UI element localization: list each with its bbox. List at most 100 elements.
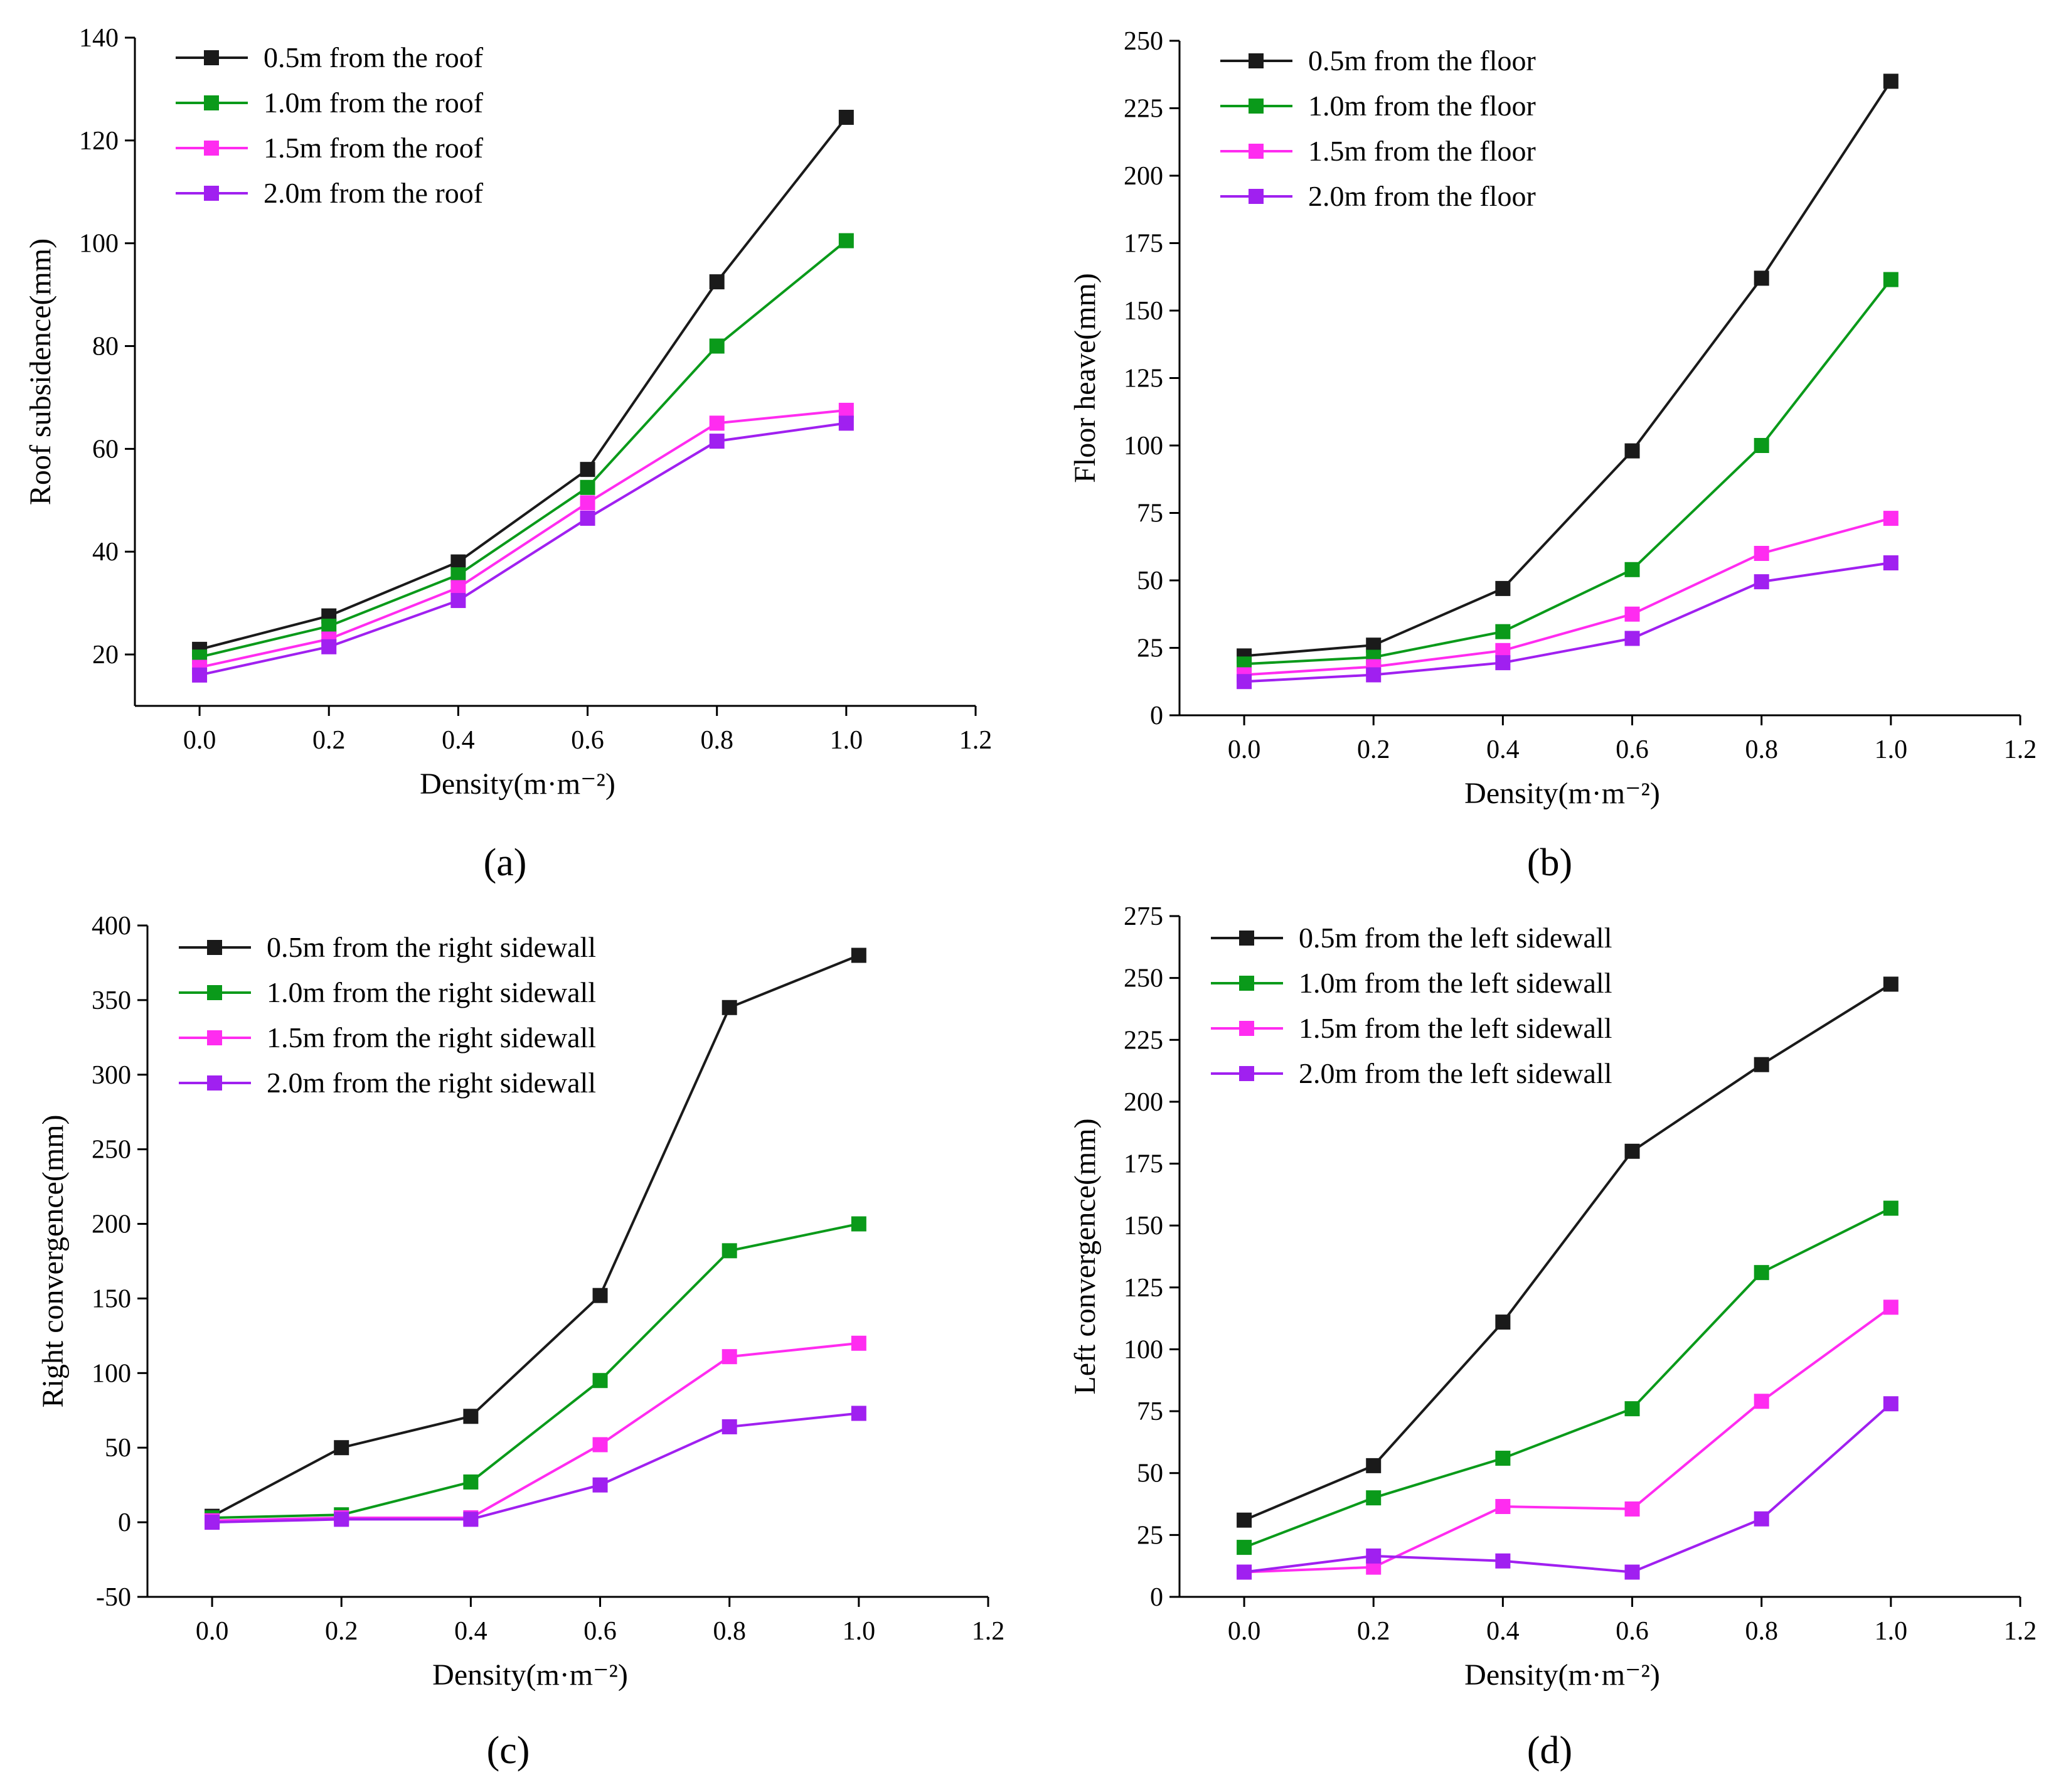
legend-marker xyxy=(207,1030,222,1045)
data-point xyxy=(1366,637,1382,653)
data-point xyxy=(1495,1553,1511,1569)
y-axis-label: Floor heave(mm) xyxy=(1068,273,1102,483)
data-point xyxy=(709,274,725,290)
data-point xyxy=(1883,73,1899,89)
data-point xyxy=(1624,1401,1640,1417)
legend-marker xyxy=(204,50,219,65)
data-point xyxy=(1754,270,1769,286)
y-tick-label: 200 xyxy=(92,1210,131,1239)
x-tick-label: 1.0 xyxy=(843,1617,876,1646)
legend-entry: 1.0m from the roof xyxy=(264,87,484,119)
data-point xyxy=(580,479,595,495)
y-tick-label: 225 xyxy=(1124,1026,1163,1055)
y-tick-label: 175 xyxy=(1124,230,1163,259)
data-point xyxy=(1495,624,1511,639)
x-tick-label: 0.0 xyxy=(183,726,216,755)
data-point xyxy=(192,667,208,683)
legend-marker xyxy=(1239,931,1254,946)
y-tick-label: 400 xyxy=(92,912,131,941)
y-tick-label: 25 xyxy=(1137,1521,1163,1550)
legend-marker xyxy=(1239,1021,1254,1036)
data-point xyxy=(1624,1143,1640,1159)
data-point xyxy=(709,434,725,449)
data-point xyxy=(1883,976,1899,992)
x-axis-label: Density(m·m⁻²) xyxy=(420,767,615,801)
data-point xyxy=(1883,511,1899,526)
legend-entry: 1.5m from the floor xyxy=(1308,135,1536,167)
y-tick-label: 250 xyxy=(92,1136,131,1165)
data-point xyxy=(1495,1451,1511,1466)
x-tick-label: 1.2 xyxy=(2004,1617,2037,1646)
data-point xyxy=(1754,1394,1769,1409)
series-line-3 xyxy=(199,408,846,669)
y-tick-label: 120 xyxy=(79,127,119,156)
x-tick-label: 0.2 xyxy=(312,726,346,755)
data-point xyxy=(851,1335,866,1351)
y-tick-label: 25 xyxy=(1137,634,1163,663)
data-point xyxy=(851,1405,866,1421)
x-tick-label: 0.4 xyxy=(1486,735,1520,764)
data-point xyxy=(1883,1299,1899,1315)
data-point xyxy=(1883,272,1899,287)
legend-entry: 2.0m from the right sidewall xyxy=(267,1067,596,1099)
data-point xyxy=(592,1288,608,1303)
legend-marker xyxy=(204,95,219,110)
y-tick-label: 150 xyxy=(1124,297,1163,326)
data-point xyxy=(1754,1265,1769,1281)
series-line-3 xyxy=(1244,517,1892,676)
y-tick-label: 250 xyxy=(1124,964,1163,993)
legend-entry: 2.0m from the floor xyxy=(1308,180,1536,212)
x-axis-label: Density(m·m⁻²) xyxy=(432,1658,628,1692)
x-tick-label: 0.4 xyxy=(1486,1617,1520,1646)
y-tick-label: 100 xyxy=(79,230,119,259)
series-line-2 xyxy=(1244,1207,1892,1549)
y-tick-label: 100 xyxy=(1124,432,1163,461)
data-point xyxy=(1624,631,1640,646)
x-tick-label: 0.0 xyxy=(196,1617,229,1646)
y-tick-label: 225 xyxy=(1124,95,1163,124)
y-axis-label: Left convergence(mm) xyxy=(1068,1118,1102,1394)
data-point xyxy=(1237,674,1252,690)
legend-marker xyxy=(1249,99,1264,114)
data-point xyxy=(1366,1458,1382,1473)
y-tick-label: 100 xyxy=(1124,1335,1163,1364)
data-point xyxy=(838,109,854,125)
legend-marker xyxy=(204,186,219,201)
legend-entry: 1.5m from the left sidewall xyxy=(1299,1012,1612,1044)
data-point xyxy=(463,1474,479,1490)
data-point xyxy=(205,1515,220,1530)
series-line-2 xyxy=(199,240,848,659)
series-line-2 xyxy=(212,1222,860,1519)
y-tick-label: 100 xyxy=(92,1359,131,1388)
y-tick-label: 0 xyxy=(118,1508,131,1537)
data-point xyxy=(450,580,466,595)
data-point xyxy=(1754,1511,1769,1527)
panel-label: (c) xyxy=(487,1729,530,1772)
x-tick-label: 0.6 xyxy=(1616,1617,1649,1646)
data-point xyxy=(1237,1564,1252,1580)
data-point xyxy=(838,415,854,431)
x-tick-label: 1.2 xyxy=(2004,735,2037,764)
legend-marker xyxy=(207,940,222,955)
y-tick-label: 150 xyxy=(92,1284,131,1313)
legend-marker xyxy=(204,141,219,156)
y-tick-label: 75 xyxy=(1137,1397,1163,1426)
data-point xyxy=(709,415,725,431)
series-line-3 xyxy=(212,1341,860,1522)
data-point xyxy=(463,1512,479,1527)
legend-marker xyxy=(1249,53,1264,68)
data-point xyxy=(1754,1057,1769,1072)
data-point xyxy=(1883,555,1899,571)
data-point xyxy=(722,1419,737,1434)
data-point xyxy=(1754,546,1769,561)
data-point xyxy=(1624,443,1640,459)
panel-label: (b) xyxy=(1527,841,1572,884)
data-point xyxy=(334,1512,349,1527)
series-line-4 xyxy=(1244,562,1892,683)
legend-entry: 1.5m from the right sidewall xyxy=(267,1021,596,1053)
data-point xyxy=(851,1216,866,1232)
y-axis-label: Right convergence(mm) xyxy=(36,1115,70,1408)
data-point xyxy=(450,554,466,570)
series-line-4 xyxy=(212,1412,860,1524)
